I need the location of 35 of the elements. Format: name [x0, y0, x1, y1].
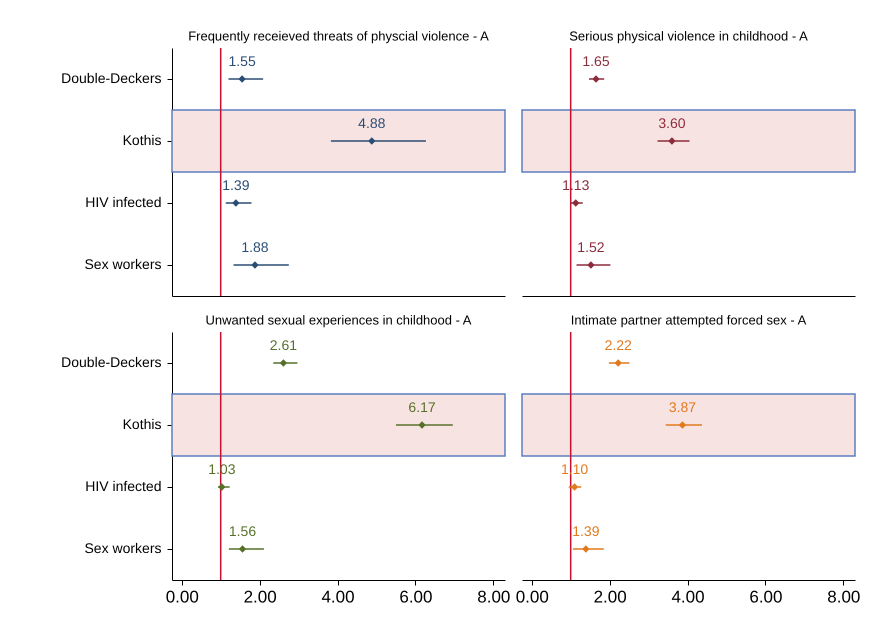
y-tick-label: Sex workers	[84, 256, 162, 272]
x-tick-label: 0.00	[166, 588, 199, 606]
x-tick-label: 4.00	[321, 588, 355, 606]
data-label: 2.61	[270, 337, 298, 353]
y-tick-label: Kothis	[122, 416, 162, 432]
y-tick-label: HIV infected	[85, 194, 162, 210]
y-tick-label: Double-Deckers	[61, 354, 162, 370]
data-label: 4.88	[358, 115, 386, 131]
x-tick-label: 6.00	[749, 588, 782, 606]
data-label: 3.60	[658, 115, 686, 131]
y-tick-label: Kothis	[122, 132, 162, 148]
y-tick-label: Double-Deckers	[61, 70, 162, 86]
data-label: 1.88	[241, 239, 269, 255]
data-label: 1.39	[222, 177, 250, 193]
data-label: 6.17	[408, 399, 436, 415]
data-label: 1.39	[572, 523, 600, 539]
chart-title: Unwanted sexual experiences in childhood - A	[206, 312, 472, 328]
data-label: 1.52	[577, 239, 605, 255]
chart-title: Frequently receieved threats of physcial violence - A	[188, 28, 490, 44]
data-label: 2.22	[604, 337, 632, 353]
data-label: 1.55	[228, 53, 256, 69]
x-tick-label: 2.00	[244, 588, 277, 606]
x-tick-label: 6.00	[399, 588, 432, 606]
x-tick-label: 0.00	[516, 588, 549, 606]
x-tick-label: 8.00	[827, 588, 860, 606]
y-tick-label: Sex workers	[84, 540, 162, 556]
x-tick-label: 4.00	[671, 588, 705, 606]
y-tick-label: HIV infected	[85, 478, 162, 494]
data-label: 1.56	[228, 523, 256, 539]
chart-title: Intimate partner attempted forced sex - A	[570, 312, 807, 328]
x-tick-label: 2.00	[594, 588, 627, 606]
x-tick-label: 8.00	[477, 588, 510, 606]
chart-title: Serious physical violence in childhood - A	[569, 28, 808, 44]
data-label: 3.87	[668, 399, 696, 415]
data-label: 1.65	[582, 53, 610, 69]
